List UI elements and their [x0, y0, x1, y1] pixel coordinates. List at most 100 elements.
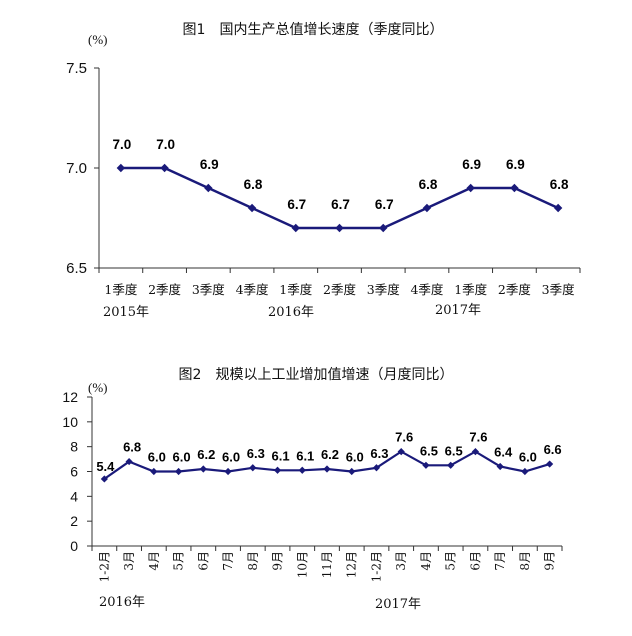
- chart2-data-label: 6.0: [222, 450, 240, 465]
- chart2-point: [348, 467, 356, 476]
- chart1-point: [466, 183, 475, 193]
- chart1-data-label: 6.7: [287, 197, 306, 212]
- chart2-point: [224, 467, 232, 476]
- chart2-xtick-label: 1-2月: [369, 551, 383, 582]
- chart2-point: [249, 464, 257, 472]
- chart2-point: [422, 461, 430, 469]
- chart1-xtick-label: 2季度: [498, 282, 531, 297]
- chart2-ylabel: (%): [88, 380, 108, 395]
- chart1-point: [160, 163, 169, 173]
- chart2-xtick-label: 7月: [221, 551, 235, 571]
- chart1-xtick-label: 4季度: [410, 282, 443, 297]
- chart1-data-label: 6.7: [375, 197, 394, 212]
- chart1-point: [510, 183, 519, 193]
- chart1-xtick-label: 3季度: [367, 282, 400, 297]
- chart2-point: [199, 465, 207, 473]
- chart2-xtick-label: 4月: [419, 551, 433, 571]
- chart1-x-ticks: 1季度 2季度 3季度 4季度 1季度 2季度 3季度 4季度 1季度 2季度 3季度: [98, 268, 581, 297]
- chart1-data-label: 7.0: [156, 137, 175, 152]
- chart2-data-label: 6.8: [123, 440, 141, 455]
- chart1-xtick-label: 3季度: [542, 282, 575, 297]
- chart2-data-label: 6.4: [494, 445, 513, 460]
- chart2-point: [447, 461, 455, 469]
- chart2-data-label: 6.5: [420, 443, 438, 458]
- chart2-data-label: 7.6: [469, 430, 487, 445]
- chart2-data-label: 5.4: [96, 459, 115, 474]
- chart1-point: [553, 203, 563, 213]
- chart2-xtick-label: 11月: [320, 551, 334, 578]
- chart2-title: 图2 规模以上工业增加值增速（月度同比）: [179, 367, 454, 383]
- chart2-xtick-label: 9月: [271, 551, 285, 571]
- chart2-xtick-label: 8月: [246, 551, 260, 571]
- chart1-point: [247, 203, 257, 213]
- chart2-point: [174, 467, 183, 476]
- chart2-xtick-label: 3月: [394, 551, 408, 571]
- chart2-xtick-label: 1-2月: [97, 551, 111, 582]
- chart2-ytick-label: 10: [62, 414, 78, 430]
- chart2-point: [298, 466, 306, 474]
- chart2-data-label: 6.0: [173, 450, 191, 465]
- chart2-point: [273, 466, 282, 474]
- chart1-xtick-label: 4季度: [236, 282, 269, 297]
- chart1-y-ticks: 6.5 7.0 7.5: [66, 60, 99, 277]
- chart2-ytick-label: 2: [70, 513, 78, 529]
- chart2-xtick-label: 10月: [295, 551, 309, 578]
- chart1-data-label: 6.7: [331, 197, 350, 212]
- chart2-xtick-label: 4月: [147, 551, 161, 571]
- chart2-point: [546, 460, 554, 468]
- chart2-y-ticks: 0 2 4 6 8 10 12: [62, 389, 92, 554]
- chart2-point: [372, 464, 381, 472]
- chart2-ytick-label: 0: [70, 538, 78, 554]
- chart1-ylabel: (%): [88, 32, 108, 47]
- chart2-point: [100, 475, 108, 483]
- chart2-x-ticks: 1-2月 3月 4月 5月 6月 7月 8月 9月 10月 11月 12月 1-2月 3月 4月 5月 6月 7…: [91, 546, 563, 582]
- chart2-data-label: 6.5: [445, 443, 463, 458]
- chart2-xtick-label: 8月: [518, 551, 532, 571]
- chart2-data-label: 6.0: [346, 450, 364, 465]
- chart1-data-label: 6.9: [506, 157, 525, 172]
- chart2-point: [397, 448, 405, 456]
- chart1-point: [116, 163, 126, 173]
- chart1-xtick-label: 2季度: [323, 282, 356, 297]
- chart1-ytick-label: 6.5: [66, 260, 87, 277]
- chart2-data-label: 6.6: [544, 442, 562, 457]
- chart2-data-label: 6.0: [148, 450, 166, 465]
- chart2-data-label: 6.3: [247, 446, 265, 461]
- chart1-ytick-label: 7.5: [66, 60, 87, 77]
- chart1-point: [291, 223, 300, 233]
- chart1-title: 图1 国内生产总值增长速度（季度同比）: [183, 22, 444, 38]
- chart2-data-label: 6.1: [296, 448, 314, 463]
- chart2-xtick-label: 7月: [493, 551, 507, 571]
- chart1-data-label: 6.9: [462, 157, 481, 172]
- chart1-data-label: 6.8: [550, 177, 569, 192]
- chart1-year-2017: 2017年: [435, 303, 481, 318]
- chart2-ytick-label: 8: [70, 439, 78, 455]
- chart2-data-label: 6.2: [197, 447, 215, 462]
- chart1-data-label: 6.8: [419, 177, 438, 192]
- chart2-data-label: 6.0: [519, 450, 537, 465]
- chart2-xtick-label: 9月: [543, 551, 557, 571]
- chart1-xtick-label: 1季度: [104, 282, 137, 297]
- chart1-point: [422, 203, 432, 213]
- chart1-data-label: 7.0: [112, 137, 131, 152]
- chart2-point: [150, 467, 158, 476]
- chart1-point: [379, 223, 388, 233]
- chart2-year-2017: 2017年: [375, 597, 421, 612]
- chart1-xtick-label: 1季度: [454, 282, 487, 297]
- chart1-ytick-label: 7.0: [66, 160, 87, 177]
- chart2-xtick-label: 6月: [468, 551, 482, 571]
- chart2-data-label: 6.3: [370, 446, 388, 461]
- chart2-xtick-label: 6月: [196, 551, 210, 571]
- chart1-year-2016: 2016年: [268, 305, 314, 320]
- chart2-ytick-label: 12: [62, 389, 78, 405]
- chart1-data-label: 6.8: [244, 177, 263, 192]
- chart1-xtick-label: 3季度: [192, 282, 225, 297]
- chart1-xtick-label: 1季度: [279, 282, 312, 297]
- chart2-point: [521, 467, 529, 476]
- chart2-year-2016: 2016年: [99, 595, 145, 610]
- chart2-data-label: 7.6: [395, 430, 413, 445]
- chart2-xtick-label: 5月: [172, 551, 186, 571]
- chart1-xtick-label: 2季度: [148, 282, 181, 297]
- chart2-point: [471, 448, 480, 456]
